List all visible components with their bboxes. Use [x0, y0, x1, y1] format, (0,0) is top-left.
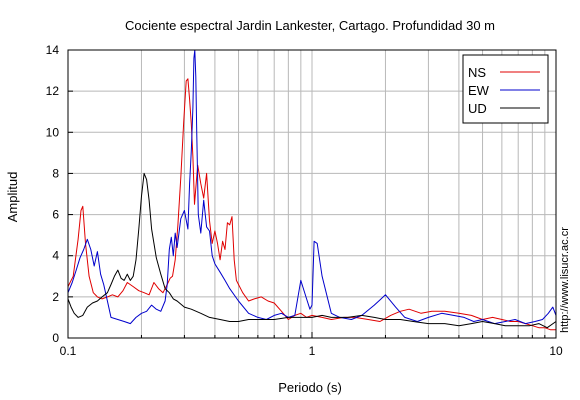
axis-ticks: 0.1 1 10 0 2 4 6 8 10 12 14: [46, 43, 563, 358]
chart-title: Cociente espectral Jardin Lankester, Car…: [125, 18, 495, 33]
legend: NS EW UD: [462, 54, 549, 124]
y-tick-label: 4: [52, 249, 59, 263]
series-lines: [67, 49, 557, 331]
y-tick-label: 10: [46, 125, 60, 139]
y-tick-label: 8: [52, 166, 59, 180]
series-line-ew: [67, 49, 557, 325]
x-tick-label: 0.1: [60, 344, 77, 358]
y-tick-label: 6: [52, 208, 59, 222]
y-tick-label: 12: [46, 84, 60, 98]
y-tick-label: 14: [46, 43, 60, 57]
legend-label-ns: NS: [468, 65, 486, 80]
y-tick-label: 0: [52, 331, 59, 345]
legend-box: [462, 54, 549, 124]
x-tick-label: 10: [549, 344, 563, 358]
series-line-ns: [67, 78, 556, 331]
legend-label-ew: EW: [468, 83, 490, 98]
legend-label-ud: UD: [468, 101, 487, 116]
side-url-note: http://www.lisucr.ac.cr: [559, 227, 571, 333]
series-line-ud: [67, 172, 557, 329]
x-tick-label: 1: [309, 344, 316, 358]
x-axis-label: Periodo (s): [278, 380, 342, 395]
y-axis-label: Amplitud: [5, 172, 20, 223]
y-tick-label: 2: [52, 290, 59, 304]
